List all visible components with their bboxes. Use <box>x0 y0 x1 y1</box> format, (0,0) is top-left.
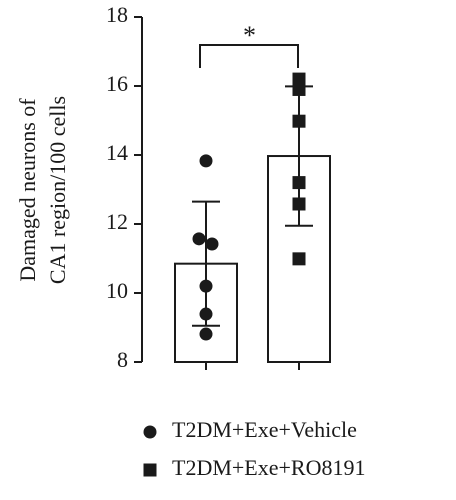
y-tick-label: 10 <box>106 278 128 303</box>
data-point <box>292 114 306 128</box>
legend-marker <box>143 425 157 439</box>
y-tick-label: 18 <box>106 2 128 27</box>
y-tick-label: 14 <box>106 140 128 165</box>
data-point <box>199 327 213 341</box>
y-tick-label: 8 <box>117 347 128 372</box>
data-point <box>192 232 206 246</box>
data-point <box>292 72 306 86</box>
annotation: * <box>243 21 256 50</box>
y-tick-label: 16 <box>106 71 128 96</box>
legend-label: T2DM+Exe+RO8191 <box>172 455 365 480</box>
y-tick-label: 12 <box>106 209 128 234</box>
y-axis-label: CA1 region/100 cells <box>45 96 70 284</box>
data-point <box>205 237 219 251</box>
data-point <box>199 154 213 168</box>
data-point <box>199 307 213 321</box>
error-bar <box>192 200 220 327</box>
data-point <box>199 279 213 293</box>
data-point <box>292 176 306 190</box>
significance-bracket <box>199 44 299 68</box>
data-point <box>292 82 306 96</box>
legend-marker <box>143 463 157 477</box>
data-point <box>292 252 306 266</box>
y-axis-label: Damaged neurons of <box>15 98 40 282</box>
legend-label: T2DM+Exe+Vehicle <box>172 417 357 442</box>
data-point <box>292 197 306 211</box>
